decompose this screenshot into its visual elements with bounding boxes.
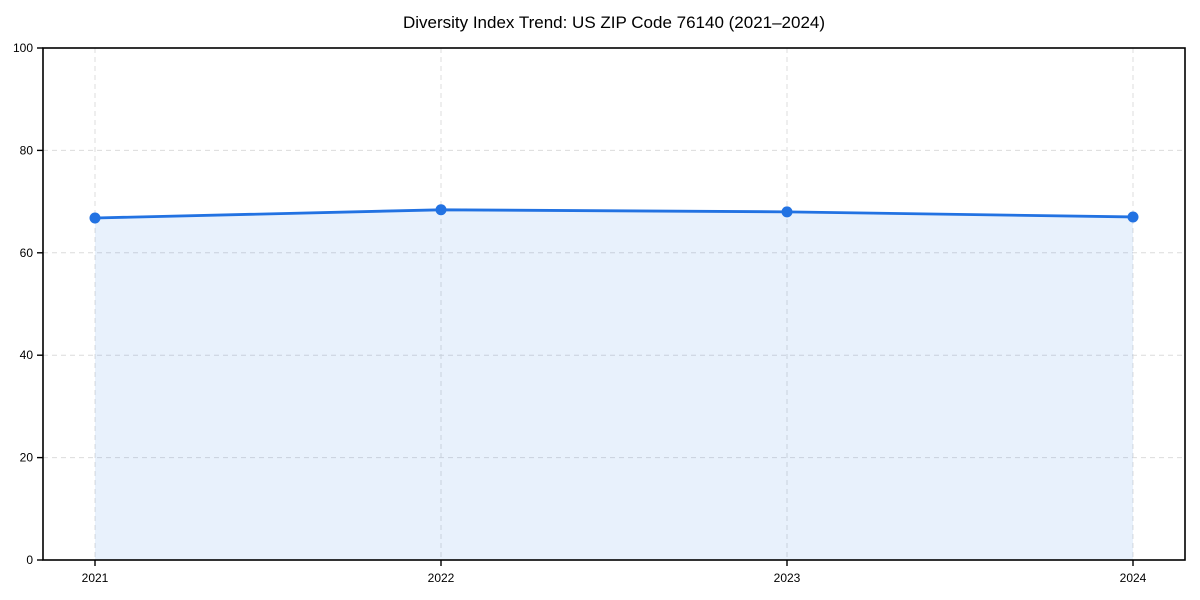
- svg-text:60: 60: [20, 246, 34, 260]
- svg-text:80: 80: [20, 143, 34, 157]
- svg-text:100: 100: [13, 41, 33, 55]
- svg-text:40: 40: [20, 348, 34, 362]
- svg-text:2022: 2022: [428, 571, 455, 585]
- svg-text:2021: 2021: [82, 571, 109, 585]
- svg-text:0: 0: [26, 553, 33, 567]
- svg-text:2024: 2024: [1120, 571, 1147, 585]
- chart-title: Diversity Index Trend: US ZIP Code 76140…: [402, 13, 826, 32]
- svg-text:20: 20: [20, 451, 34, 465]
- svg-text:2023: 2023: [774, 571, 801, 585]
